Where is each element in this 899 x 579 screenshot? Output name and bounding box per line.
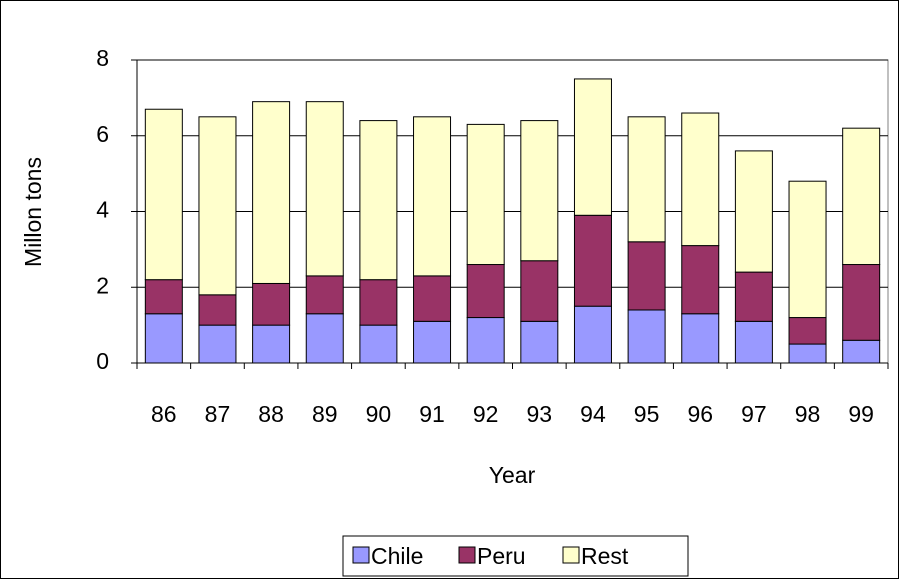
x-tick-label: 96 <box>687 401 713 427</box>
bar-segment <box>734 271 773 322</box>
bar-segment <box>573 305 612 364</box>
legend-label: Peru <box>477 543 526 569</box>
y-tick-label: 8 <box>96 45 109 71</box>
bar-segment <box>198 294 237 326</box>
legend-box <box>342 535 689 577</box>
bar-segment <box>520 120 559 262</box>
bar-segment <box>144 279 183 315</box>
bar-segment <box>681 112 720 247</box>
x-tick-label: 95 <box>634 401 660 427</box>
bar-segment <box>305 275 344 315</box>
x-tick-label: 99 <box>848 401 874 427</box>
bar-segment <box>734 320 773 364</box>
bar-segment <box>252 324 291 364</box>
x-tick-label: 93 <box>527 401 553 427</box>
x-tick-label: 88 <box>258 401 284 427</box>
x-tick-label: 90 <box>366 401 392 427</box>
bar-segment <box>842 127 881 266</box>
bar-segment <box>305 101 344 277</box>
y-tick-label: 2 <box>96 272 109 298</box>
bar-segment <box>627 241 666 311</box>
legend-swatch <box>352 546 370 564</box>
bar-segment <box>359 279 398 326</box>
legend-swatch <box>458 546 476 564</box>
bar-segment <box>144 108 183 281</box>
bar-segment <box>413 275 452 322</box>
bar-segment <box>359 324 398 364</box>
bar-segment <box>627 116 666 243</box>
bar-segment <box>734 150 773 273</box>
bar-segment <box>466 264 505 319</box>
bar-segment <box>842 339 881 364</box>
bar-segment <box>520 260 559 322</box>
bar-segment <box>305 313 344 364</box>
bar-segment <box>198 116 237 296</box>
bar-segment <box>359 120 398 281</box>
bar-segment <box>788 343 827 364</box>
bar-segment <box>573 78 612 216</box>
bar-segment <box>252 101 291 284</box>
bar-segment <box>788 180 827 319</box>
y-axis-title: Millon tons <box>20 157 46 267</box>
bar-segment <box>788 317 827 345</box>
bar-segment <box>627 309 666 364</box>
x-tick-label: 97 <box>741 401 767 427</box>
bar-segment <box>466 123 505 266</box>
x-tick-label: 94 <box>580 401 606 427</box>
bar-segment <box>144 313 183 364</box>
bar-segment <box>466 317 505 364</box>
y-tick-label: 0 <box>96 348 109 374</box>
x-axis-title: Year <box>489 462 536 488</box>
bar-segment <box>520 320 559 364</box>
bar-segment <box>573 214 612 307</box>
bar-segment <box>252 282 291 326</box>
bar-segment <box>842 264 881 341</box>
legend-swatch <box>562 546 580 564</box>
bar-segment <box>681 313 720 364</box>
x-tick-label: 92 <box>473 401 499 427</box>
x-tick-label: 86 <box>151 401 177 427</box>
bar-segment <box>681 245 720 315</box>
bar-segment <box>413 320 452 364</box>
x-tick-label: 87 <box>205 401 231 427</box>
y-tick-label: 6 <box>96 121 109 147</box>
y-tick-label: 4 <box>96 197 109 223</box>
x-tick-label: 89 <box>312 401 338 427</box>
bar-segment <box>198 324 237 364</box>
x-tick-label: 91 <box>419 401 445 427</box>
bar-segment <box>413 116 452 277</box>
legend-label: Rest <box>581 543 629 569</box>
legend-label: Chile <box>371 543 423 569</box>
x-tick-label: 98 <box>795 401 821 427</box>
